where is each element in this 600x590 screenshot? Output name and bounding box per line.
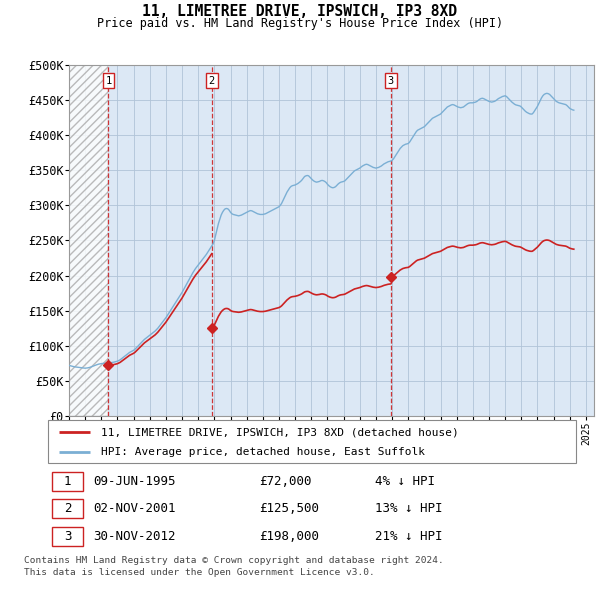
FancyBboxPatch shape (52, 500, 83, 518)
Text: 2: 2 (64, 502, 71, 516)
Text: 11, LIMETREE DRIVE, IPSWICH, IP3 8XD: 11, LIMETREE DRIVE, IPSWICH, IP3 8XD (143, 4, 458, 19)
Text: 2: 2 (209, 76, 215, 86)
Text: 09-JUN-1995: 09-JUN-1995 (93, 475, 175, 488)
Text: HPI: Average price, detached house, East Suffolk: HPI: Average price, detached house, East… (101, 447, 425, 457)
Text: 1: 1 (64, 475, 71, 488)
Text: Contains HM Land Registry data © Crown copyright and database right 2024.: Contains HM Land Registry data © Crown c… (24, 556, 444, 565)
FancyBboxPatch shape (52, 527, 83, 546)
Text: 02-NOV-2001: 02-NOV-2001 (93, 502, 175, 516)
Text: 30-NOV-2012: 30-NOV-2012 (93, 530, 175, 543)
Text: Price paid vs. HM Land Registry's House Price Index (HPI): Price paid vs. HM Land Registry's House … (97, 17, 503, 30)
Text: 3: 3 (388, 76, 394, 86)
Bar (69, 65, 109, 416)
Text: £72,000: £72,000 (259, 475, 312, 488)
Text: 13% ↓ HPI: 13% ↓ HPI (376, 502, 443, 516)
Text: 3: 3 (64, 530, 71, 543)
Text: This data is licensed under the Open Government Licence v3.0.: This data is licensed under the Open Gov… (24, 568, 375, 577)
Text: 11, LIMETREE DRIVE, IPSWICH, IP3 8XD (detached house): 11, LIMETREE DRIVE, IPSWICH, IP3 8XD (de… (101, 427, 458, 437)
Text: 4% ↓ HPI: 4% ↓ HPI (376, 475, 436, 488)
Text: £125,500: £125,500 (259, 502, 319, 516)
Text: 1: 1 (105, 76, 112, 86)
FancyBboxPatch shape (52, 472, 83, 491)
Text: £198,000: £198,000 (259, 530, 319, 543)
FancyBboxPatch shape (48, 420, 576, 463)
Text: 21% ↓ HPI: 21% ↓ HPI (376, 530, 443, 543)
